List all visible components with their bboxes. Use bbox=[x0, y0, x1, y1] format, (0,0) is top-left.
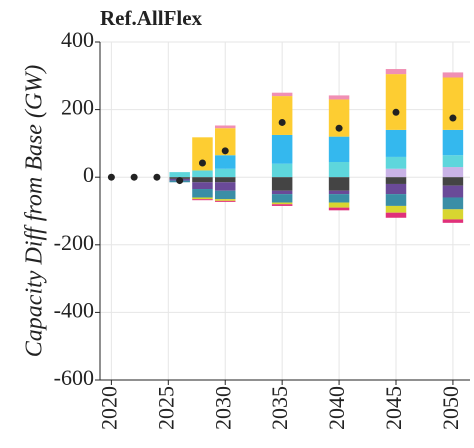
x-tick-label: 2030 bbox=[210, 386, 235, 430]
net-dot bbox=[153, 173, 161, 181]
x-tick-label: 2040 bbox=[324, 386, 349, 430]
bar-segment bbox=[169, 172, 190, 178]
y-axis-title: Capacity Diff from Base (GW) bbox=[22, 65, 48, 357]
bar-segment bbox=[442, 167, 464, 178]
net-dot bbox=[198, 159, 206, 167]
x-tick-label: 2035 bbox=[267, 386, 292, 430]
bar-segment bbox=[385, 156, 407, 169]
y-tick-label: 400 bbox=[61, 27, 94, 52]
bar-segment bbox=[442, 77, 464, 130]
bar-segment bbox=[214, 155, 236, 169]
bar-segment bbox=[214, 199, 236, 201]
bar-segment bbox=[192, 199, 213, 201]
bar-segment bbox=[271, 96, 293, 135]
bar-segment bbox=[328, 207, 350, 211]
bar-segment bbox=[214, 190, 236, 200]
bar-segment bbox=[385, 183, 407, 195]
bar-segment bbox=[214, 182, 236, 191]
bar-segment bbox=[214, 125, 236, 129]
bar-segment bbox=[328, 177, 350, 191]
net-dot bbox=[221, 147, 229, 155]
bar-segment bbox=[442, 177, 464, 186]
bar-segment bbox=[271, 163, 293, 178]
x-tick-label: 2045 bbox=[381, 386, 406, 430]
net-dot bbox=[107, 173, 115, 181]
y-tick-label: -400 bbox=[54, 297, 94, 322]
bar-segment bbox=[385, 168, 407, 178]
bar-segment bbox=[328, 95, 350, 100]
bar-segment bbox=[192, 182, 213, 190]
bar-segment bbox=[385, 205, 407, 213]
bar-segment bbox=[442, 219, 464, 223]
net-dot bbox=[449, 114, 457, 122]
bar-segment bbox=[271, 134, 293, 164]
bar-segment bbox=[328, 190, 350, 195]
bar-segment bbox=[442, 129, 464, 156]
bar-segment bbox=[328, 99, 350, 137]
x-tick-label: 2050 bbox=[438, 386, 463, 430]
bar-segment bbox=[214, 200, 236, 202]
bar-segment bbox=[442, 72, 464, 78]
net-dot bbox=[392, 108, 400, 116]
bar-segment bbox=[328, 136, 350, 162]
bar-segment bbox=[271, 204, 293, 206]
bar-segment bbox=[328, 194, 350, 203]
bar-segment bbox=[385, 177, 407, 184]
bar-segment bbox=[328, 202, 350, 208]
bar-segment bbox=[214, 177, 236, 183]
bar-segment bbox=[192, 197, 213, 200]
bar-segment bbox=[442, 185, 464, 198]
net-dot bbox=[176, 177, 184, 185]
bar-segment bbox=[271, 194, 293, 203]
bar-segment bbox=[385, 194, 407, 206]
bar-segment bbox=[385, 74, 407, 130]
y-tick-label: -600 bbox=[54, 365, 94, 390]
bar-segment bbox=[192, 137, 213, 171]
chart-title: Ref.AllFlex bbox=[100, 6, 203, 30]
x-tick-label: 2020 bbox=[96, 386, 121, 430]
bar-segment bbox=[192, 170, 213, 178]
bar-segment bbox=[385, 212, 407, 218]
bar-segment bbox=[271, 190, 293, 195]
y-tick-label: 200 bbox=[61, 95, 94, 120]
bar-segment bbox=[442, 209, 464, 220]
net-dot bbox=[278, 118, 286, 126]
net-dot bbox=[130, 173, 138, 181]
bar-segment bbox=[271, 92, 293, 97]
bar-segment bbox=[271, 177, 293, 191]
bar-segment bbox=[385, 129, 407, 157]
bar-segment bbox=[271, 202, 293, 205]
bar-segment bbox=[442, 197, 464, 210]
y-tick-label: -200 bbox=[54, 230, 94, 255]
x-tick-label: 2025 bbox=[153, 386, 178, 430]
bar-segment bbox=[385, 69, 407, 75]
bar-segment bbox=[328, 161, 350, 178]
net-dot bbox=[335, 124, 343, 132]
bar-segment bbox=[214, 168, 236, 178]
bar-segment bbox=[214, 128, 236, 156]
bar-segment bbox=[442, 155, 464, 168]
bar-segment bbox=[192, 177, 213, 183]
bar-segment bbox=[192, 189, 213, 198]
y-tick-label: 0 bbox=[83, 162, 94, 187]
